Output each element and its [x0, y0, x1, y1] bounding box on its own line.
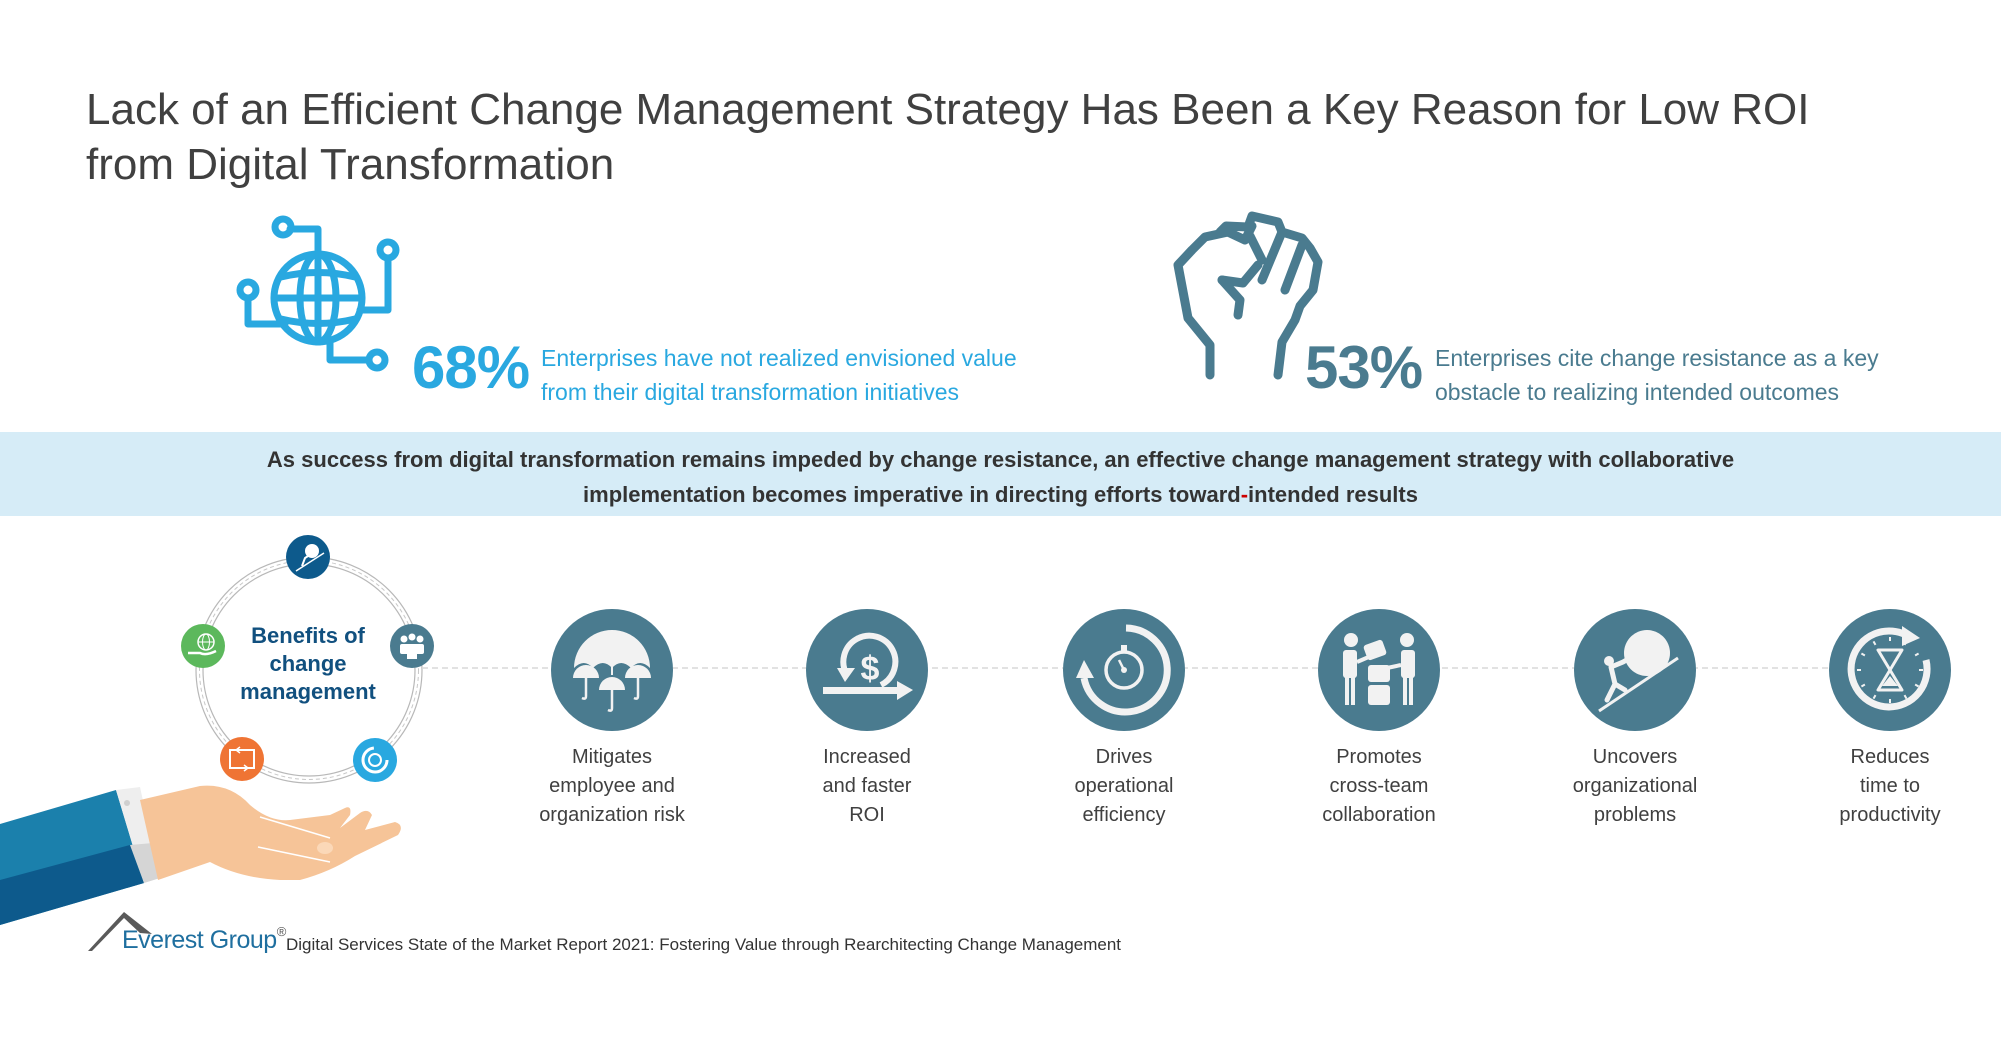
benefit-1-line-3: organization risk	[539, 804, 685, 826]
benefit-3-line-2: operational	[1074, 775, 1174, 797]
orbit-icon-uphill-climb	[286, 535, 330, 579]
stat-description-1-line-2: from their digital transformation initia…	[541, 379, 959, 405]
orbit-icon-hand-globe	[181, 624, 225, 668]
benefit-2-line-2: and faster	[822, 775, 912, 797]
banner-line-2: implementation becomes imperative in dir…	[0, 477, 2001, 512]
benefit-3-line-3: efficiency	[1082, 804, 1166, 826]
benefit-label-problems: Uncovers organizational problems	[1545, 743, 1725, 830]
stat-description-2-line-2: obstacle to realizing intended outcomes	[1435, 379, 1840, 405]
benefit-5-line-2: organizational	[1572, 775, 1698, 797]
benefit-6-line-1: Reduces	[1850, 746, 1930, 768]
ring-title-line-3: management	[240, 679, 376, 704]
stat-description-1: Enterprises have not realized envisioned…	[541, 341, 1061, 409]
benefit-icon-dollar-cycle-icon: $	[806, 609, 928, 731]
ring-title-line-1: Benefits of	[251, 623, 365, 648]
svg-text:$: $	[861, 650, 880, 688]
benefit-label-productivity: Reduces time to productivity	[1800, 743, 1980, 830]
everest-group-logo-text: Everest Group®	[122, 924, 287, 955]
globe-network-icon	[236, 215, 400, 372]
benefit-5-line-1: Uncovers	[1592, 746, 1678, 768]
benefit-label-collaboration: Promotes cross-team collaboration	[1289, 743, 1469, 830]
title-line-2: from Digital Transformation	[86, 140, 615, 189]
ring-title-line-2: change	[269, 651, 347, 676]
fist-icon	[1173, 211, 1323, 380]
benefit-icon-stopwatch-cycle-icon	[1063, 609, 1185, 731]
benefit-5-line-3: problems	[1593, 804, 1677, 826]
benefit-icon-uphill-boulder-icon	[1574, 609, 1696, 731]
benefit-4-line-1: Promotes	[1336, 746, 1422, 768]
benefit-3-line-1: Drives	[1095, 746, 1153, 768]
benefit-1-line-2: employee and	[549, 775, 675, 797]
benefit-1-line-1: Mitigates	[571, 746, 653, 768]
stat-description-2-line-1: Enterprises cite change resistance as a …	[1435, 345, 1879, 371]
brand-name: Everest Group	[122, 926, 277, 954]
benefit-2-line-3: ROI	[849, 804, 885, 826]
everest-logo-icon	[88, 912, 152, 951]
source-citation: Digital Services State of the Market Rep…	[286, 935, 1122, 954]
benefit-label-risk: Mitigates employee and organization risk	[522, 743, 702, 830]
orbit-icon-stopwatch-cycle	[353, 738, 397, 782]
key-message-banner: As success from digital transformation r…	[0, 432, 2001, 516]
benefit-6-line-2: time to	[1859, 775, 1921, 797]
banner-line-2-part-1: implementation becomes imperative in dir…	[583, 482, 1241, 507]
banner-hyphen: -	[1240, 482, 1249, 507]
orbit-icon-refresh-loop	[220, 737, 264, 781]
stat-description-2: Enterprises cite change resistance as a …	[1435, 341, 1955, 409]
benefit-label-efficiency: Drives operational efficiency	[1034, 743, 1214, 830]
benefit-label-roi: Increased and faster ROI	[777, 743, 957, 830]
benefit-icon-collaboration-icon	[1318, 609, 1440, 731]
banner-line-2-part-2: intended results	[1248, 482, 1418, 507]
banner-line-1: As success from digital transformation r…	[266, 447, 1735, 472]
stat-value-68: 68%	[412, 334, 530, 401]
benefit-icon-hourglass-cycle-icon	[1829, 609, 1951, 731]
benefits-ring-title: Benefits of change management	[238, 622, 378, 706]
orbit-icon-team	[390, 624, 434, 668]
benefit-4-line-3: collaboration	[1322, 804, 1436, 826]
stat-description-1-line-1: Enterprises have not realized envisioned…	[541, 345, 1017, 371]
banner-text: As success from digital transformation r…	[0, 442, 2001, 512]
page-title: Lack of an Efficient Change Management S…	[86, 82, 1946, 192]
hand-illustration	[0, 785, 401, 925]
benefit-6-line-3: productivity	[1839, 804, 1941, 826]
benefit-icon-umbrellas-icon	[551, 609, 673, 731]
title-line-1: Lack of an Efficient Change Management S…	[86, 85, 1810, 134]
benefit-4-line-2: cross-team	[1329, 775, 1429, 797]
stat-value-53: 53%	[1305, 334, 1423, 401]
benefit-2-line-1: Increased	[823, 746, 911, 768]
registered-mark: ®	[276, 924, 287, 939]
